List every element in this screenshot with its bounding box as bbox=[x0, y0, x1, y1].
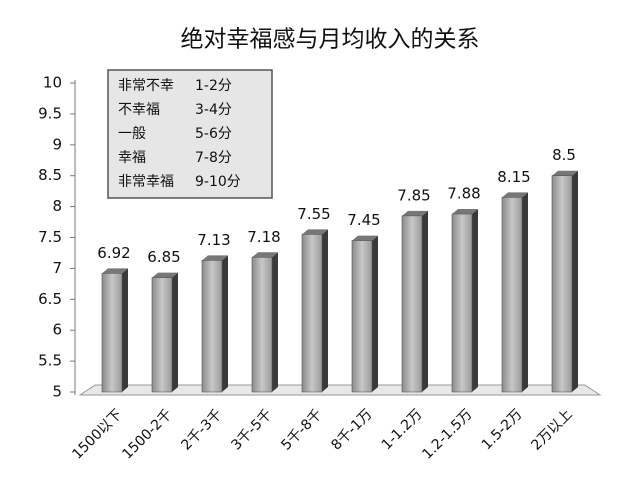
x-tick-label: 1500以下 bbox=[69, 406, 125, 462]
legend-text: 幸福 bbox=[118, 150, 146, 166]
x-tick-label: 2千-3千 bbox=[178, 406, 225, 453]
y-tick-label: 7.5 bbox=[38, 228, 62, 246]
x-tick-label: 1500-2千 bbox=[119, 406, 175, 462]
value-label: 7.13 bbox=[197, 231, 230, 249]
y-tick-label: 8.5 bbox=[38, 166, 62, 184]
y-tick-label: 8 bbox=[52, 197, 62, 215]
y-tick-label: 5 bbox=[52, 383, 62, 401]
legend-text: 非常幸福 bbox=[118, 174, 174, 190]
bar-side bbox=[322, 229, 328, 392]
bar-top bbox=[452, 209, 478, 215]
legend-text: 3-4分 bbox=[195, 102, 232, 118]
bar-side bbox=[372, 235, 378, 392]
bar-top bbox=[302, 229, 328, 235]
bar-side bbox=[522, 192, 528, 392]
y-tick-label: 5.5 bbox=[38, 352, 62, 370]
bar bbox=[351, 240, 373, 393]
legend-text: 不幸福 bbox=[118, 102, 160, 118]
bar-side bbox=[172, 272, 178, 392]
bar bbox=[251, 256, 273, 393]
bar bbox=[201, 260, 223, 393]
y-tick-label: 6.5 bbox=[38, 290, 62, 308]
bar bbox=[401, 215, 423, 393]
bar-top bbox=[252, 252, 278, 258]
y-tick-label: 9 bbox=[52, 135, 62, 153]
value-label: 6.92 bbox=[97, 244, 130, 262]
y-tick-label: 10 bbox=[43, 74, 62, 92]
legend-text: 9-10分 bbox=[195, 174, 241, 190]
bar-side bbox=[222, 255, 228, 392]
value-label: 7.88 bbox=[447, 185, 480, 203]
legend-text: 一般 bbox=[118, 126, 146, 142]
bar bbox=[451, 213, 473, 393]
bar-side bbox=[572, 170, 578, 392]
bar bbox=[501, 197, 523, 393]
y-tick-label: 6 bbox=[52, 321, 62, 339]
bar-top bbox=[352, 235, 378, 241]
bar bbox=[151, 277, 173, 393]
bar-side bbox=[122, 268, 128, 392]
legend-text: 非常不幸 bbox=[118, 78, 174, 94]
value-label: 7.85 bbox=[397, 186, 430, 204]
chart-title: 绝对幸福感与月均收入的关系 bbox=[181, 27, 480, 53]
y-tick-label: 7 bbox=[52, 259, 62, 277]
bar bbox=[551, 175, 573, 393]
bar-side bbox=[472, 209, 478, 392]
x-tick-label: 2万以上 bbox=[528, 406, 575, 453]
value-label: 8.15 bbox=[497, 168, 530, 186]
bar-side bbox=[422, 210, 428, 392]
bar-top bbox=[552, 170, 578, 176]
legend-text: 7-8分 bbox=[195, 150, 232, 166]
x-tick-label: 1.5-2万 bbox=[479, 406, 526, 453]
y-tick-label: 9.5 bbox=[38, 104, 62, 122]
bar-side bbox=[272, 252, 278, 392]
legend-text: 1-2分 bbox=[195, 78, 232, 94]
value-label: 6.85 bbox=[147, 248, 180, 266]
legend-box bbox=[107, 69, 273, 199]
x-tick-label: 5千-8千 bbox=[278, 406, 325, 453]
value-label: 7.18 bbox=[247, 228, 280, 246]
x-tick-label: 8千-1万 bbox=[328, 406, 375, 453]
value-label: 7.45 bbox=[347, 211, 380, 229]
x-tick-label: 1.2-1.5万 bbox=[419, 406, 475, 462]
bar-top bbox=[102, 268, 128, 274]
bar-top bbox=[402, 210, 428, 216]
x-tick-label: 1-1.2万 bbox=[379, 406, 426, 453]
bar-top bbox=[502, 192, 528, 198]
bar bbox=[301, 234, 323, 393]
value-label: 7.55 bbox=[297, 205, 330, 223]
bar-top bbox=[202, 255, 228, 261]
x-tick-label: 3千-5千 bbox=[228, 406, 275, 453]
legend-text: 5-6分 bbox=[195, 126, 232, 142]
bar-top bbox=[152, 272, 178, 278]
bar bbox=[101, 273, 123, 393]
value-label: 8.5 bbox=[552, 146, 576, 164]
